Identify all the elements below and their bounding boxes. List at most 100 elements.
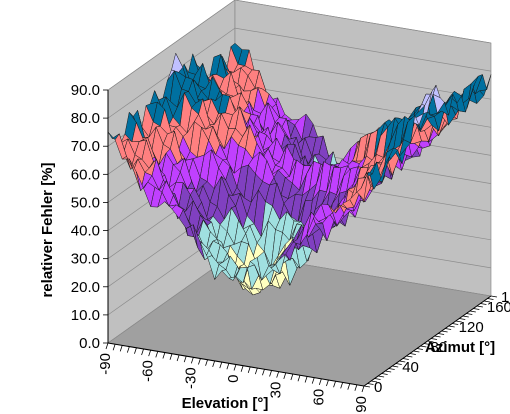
x-tick-mark: [134, 347, 137, 354]
y-tick-mark: [363, 385, 371, 388]
z-tick-label: 10.0: [71, 307, 100, 324]
x-tick-mark: [162, 352, 166, 359]
error-surface: [107, 42, 492, 296]
x-tick-mark: [297, 375, 301, 382]
x-tick-mark: [176, 354, 180, 362]
y-tick-mark: [374, 378, 381, 380]
x-axis-title: Elevation [°]: [182, 395, 269, 412]
x-tick-label: -90: [97, 353, 114, 375]
x-tick-mark: [283, 372, 287, 379]
y-tick-mark: [462, 315, 469, 318]
x-tick-mark: [269, 370, 272, 377]
x-tick-label: 0: [225, 375, 242, 383]
y-tick-mark: [480, 303, 487, 305]
x-tick-mark: [169, 353, 173, 360]
y-tick-label: 80: [430, 339, 447, 356]
y-tick-label: 0: [374, 379, 382, 396]
axes: [103, 89, 498, 393]
x-tick-mark: [254, 367, 258, 375]
x-tick-mark: [354, 384, 358, 391]
y-tick-mark: [445, 328, 452, 330]
y-tick-mark: [381, 373, 388, 375]
y-tick-mark: [420, 345, 427, 348]
x-tick-mark: [205, 359, 208, 366]
x-tick-mark: [212, 360, 216, 368]
x-tick-mark: [276, 371, 280, 378]
surface-cell: [356, 171, 369, 201]
y-tick-mark: [395, 363, 402, 365]
y-tick-mark: [423, 343, 431, 345]
x-tick-mark: [155, 351, 159, 358]
x-tick-mark: [190, 357, 194, 364]
y-tick-mark: [402, 358, 409, 360]
y-tick-mark: [385, 370, 392, 373]
z-tick-label: 40.0: [71, 223, 100, 240]
y-tick-label: 120: [459, 319, 484, 336]
y-tick-mark: [459, 318, 466, 320]
x-tick-mark: [233, 364, 237, 371]
z-tick-label: 70.0: [71, 138, 100, 155]
y-tick-mark: [388, 368, 395, 370]
x-tick-mark: [290, 373, 294, 381]
y-tick-mark: [469, 310, 476, 313]
x-tick-mark: [347, 383, 351, 390]
y-tick-mark: [367, 383, 374, 385]
y-tick-mark: [448, 325, 455, 328]
z-gridline: [107, 27, 492, 119]
x-tick-mark: [311, 377, 315, 384]
y-tick-mark: [452, 323, 459, 325]
y-tick-label: 40: [402, 359, 419, 376]
x-tick-mark: [262, 369, 265, 376]
z-tick-label: 0.0: [79, 335, 100, 352]
x-tick-mark: [240, 365, 244, 372]
z-tick-label: 20.0: [71, 279, 100, 296]
y-tick-mark: [413, 350, 420, 353]
x-tick-mark: [112, 344, 116, 351]
z-tick-label: 30.0: [71, 251, 100, 268]
z-tick-label: 50.0: [71, 194, 100, 211]
x-tick-mark: [326, 379, 329, 387]
y-tick-mark: [441, 330, 448, 333]
y-tick-mark: [487, 298, 494, 300]
x-tick-mark: [119, 345, 123, 352]
x-tick-mark: [183, 356, 187, 363]
y-tick-mark: [438, 333, 445, 335]
x-tick-mark: [126, 346, 130, 353]
y-tick-mark: [466, 313, 473, 315]
z-tick-label: 90.0: [71, 82, 100, 99]
y-tick-mark: [406, 355, 413, 358]
x-tick-mark: [226, 363, 230, 370]
y-tick-mark: [490, 295, 498, 298]
x-tick-mark: [148, 350, 152, 357]
x-tick-label: -30: [182, 367, 199, 389]
x-tick-mark: [198, 358, 201, 365]
x-tick-mark: [219, 361, 223, 369]
x-tick-mark: [141, 348, 144, 356]
z-tick-label: 60.0: [71, 166, 100, 183]
y-tick-label: 180: [501, 289, 510, 306]
y-tick-mark: [427, 340, 434, 343]
x-tick-mark: [318, 378, 322, 385]
x-tick-label: -60: [140, 360, 157, 382]
x-tick-mark: [247, 366, 251, 374]
z-gridline: [107, 0, 492, 91]
y-tick-mark: [416, 348, 423, 350]
y-tick-mark: [399, 360, 406, 363]
y-tick-mark: [476, 305, 483, 308]
x-tick-label: 30: [268, 382, 285, 399]
z-tick-label: 80.0: [71, 110, 100, 127]
x-tick-mark: [105, 342, 109, 350]
y-tick-mark: [455, 320, 462, 323]
y-tick-mark: [430, 338, 438, 340]
y-tick-label: 160: [487, 299, 510, 316]
x-tick-mark: [304, 376, 308, 383]
y-tick-mark: [409, 353, 416, 355]
z-axis-title: relativer Fehler [%]: [39, 162, 56, 297]
tick-labels: 0.0 10.0 20.0 30.0 40.0 50.0 60.0 70.0 80.0 90.0 -…: [71, 82, 510, 413]
y-tick-mark: [392, 365, 399, 368]
y-axis-title: Azimut [°]: [425, 339, 495, 356]
y-tick-mark: [378, 375, 385, 378]
x-tick-mark: [361, 385, 365, 393]
